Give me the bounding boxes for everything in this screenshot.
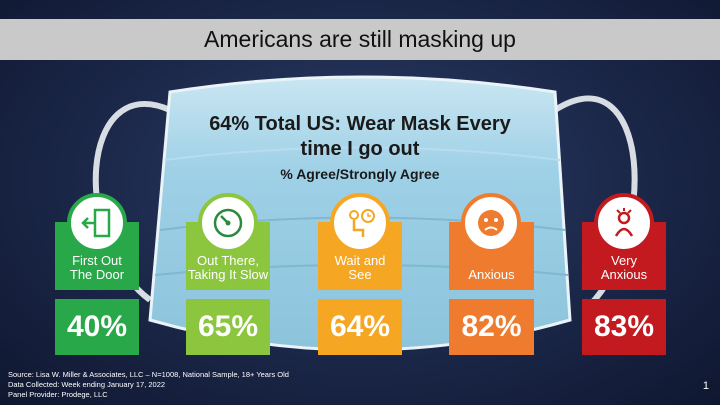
headline-line-1: 64% Total US: Wear Mask Every [209,113,511,135]
footer-source: Source: Lisa W. Miller & Associates, LLC… [8,370,289,400]
headline: 64% Total US: Wear Mask Every time I go … [180,112,540,162]
segment-value: 40% [55,299,139,355]
segment-label-line-1: First Out [72,253,122,268]
segment-value: 65% [186,299,270,355]
segment-label-line-2: See [348,267,372,282]
segment-label-line-2: Anxious [600,267,648,282]
segment-label-line-1: Anxious [468,267,515,282]
segment-label-line-2: The Door [69,267,125,282]
stressed-person-icon [594,193,654,253]
door-exit-icon [67,193,127,253]
data-collected-line: Data Collected: Week ending January 17, … [8,380,166,389]
speedometer-icon [198,193,258,253]
segment-label-line-1: Very [610,253,637,268]
title-bar: Americans are still masking up [0,19,720,60]
page-number: 1 [702,380,709,392]
slide-title: Americans are still masking up [204,26,516,52]
panel-provider-line: Panel Provider: Prodege, LLC [8,390,108,399]
source-line: Source: Lisa W. Miller & Associates, LLC… [8,370,289,379]
segment-value: 83% [582,299,666,355]
segment-label-line-1: Out There, [197,253,259,268]
subhead: % Agree/Strongly Agree [280,166,440,182]
headline-line-2: time I go out [300,138,420,160]
segment-value: 82% [449,299,534,355]
segment-value: 64% [318,299,402,355]
worried-face-icon [461,193,521,253]
segment-label-line-2: Taking It Slow [187,267,269,282]
waiting-person-clock-icon [330,193,390,253]
segment-label-line-1: Wait and [334,253,386,268]
